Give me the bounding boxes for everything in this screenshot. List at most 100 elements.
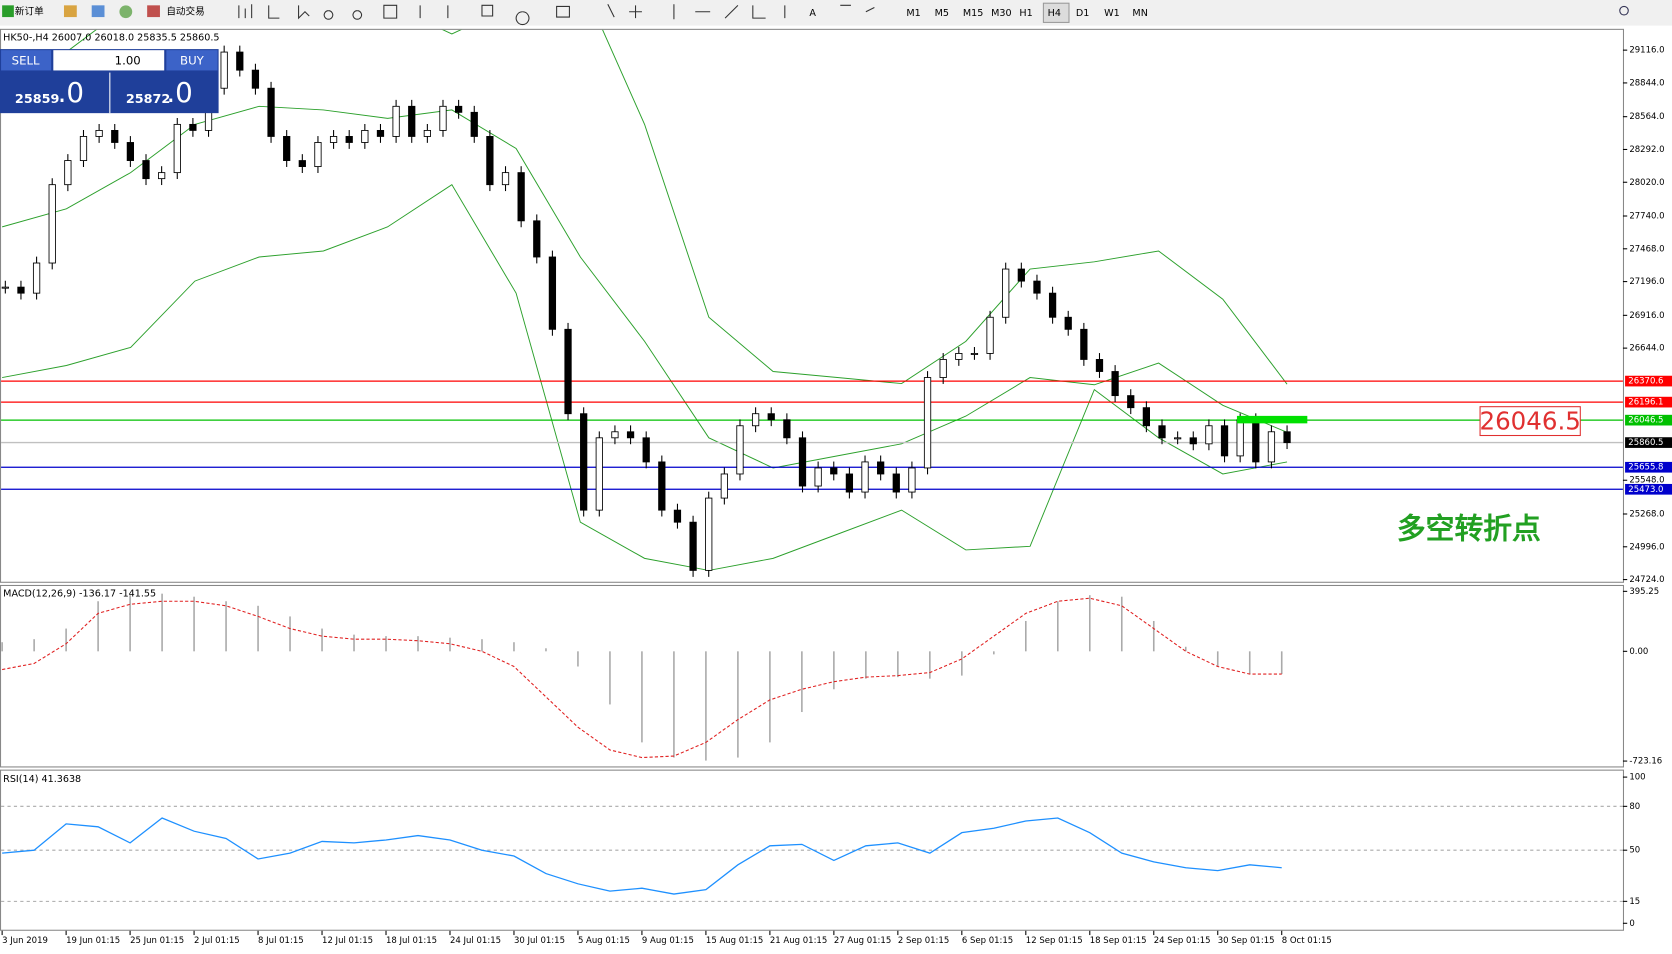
candle [1205,425,1213,445]
signal-marker [1236,415,1308,424]
timeframe[interactable]: H1 [1019,8,1032,19]
timeframe[interactable]: D1 [1076,8,1089,19]
tool-icon[interactable] [91,5,105,18]
ask-fraction[interactable]: .0 [166,76,192,109]
y-tick-label: 24996.0 [1629,542,1664,552]
level-tag [1625,437,1672,448]
sell-label[interactable]: SELL [12,53,40,67]
candle [48,184,56,264]
x-tick-label: 30 Jul 01:15 [514,936,565,946]
candle [189,123,197,131]
candle [345,136,353,143]
new-order[interactable]: 新订单 [15,6,44,18]
level-tag [1625,414,1672,426]
candle [1080,328,1088,360]
timeframe[interactable]: W1 [1104,8,1120,19]
candle [767,413,775,421]
candle [533,220,541,258]
timeframe[interactable]: M1 [906,8,920,19]
x-tick-label: 2 Jul 01:15 [194,936,240,946]
timeframe[interactable]: H4 [1048,8,1061,19]
candle [580,413,588,511]
x-tick-label: 27 Aug 01:15 [834,936,891,946]
price-panel [0,28,1625,583]
candle [517,172,525,222]
y-tick-label: 28564.0 [1629,112,1664,122]
candle [720,473,728,499]
x-tick-label: 6 Sep 01:15 [962,936,1013,946]
candle [376,129,385,137]
x-tick-label: 15 Aug 01:15 [706,936,763,946]
candle [564,328,572,415]
timeframe[interactable]: M5 [935,8,949,19]
lot-value[interactable]: 1.00 [115,53,141,67]
candle [1033,280,1041,294]
level-tag [1625,396,1672,408]
candle [236,51,244,71]
active-timeframe[interactable] [1042,2,1070,23]
buy-button[interactable] [166,50,218,71]
macd-signal [2,597,1282,759]
candle [705,497,713,571]
timeframe[interactable]: M15 [963,8,983,19]
candle [1252,419,1260,463]
x-tick-label: 8 Oct 01:15 [1282,936,1332,946]
sell-button[interactable] [1,50,52,71]
macd-label: MACD(12,26,9) -136.17 -141.55 [3,588,156,599]
candle [939,359,947,378]
level-label: 25860.5 [1628,438,1663,448]
candle [1064,316,1072,330]
timeframe[interactable]: M30 [991,8,1011,19]
y-tick-label: 15 [1629,897,1640,907]
candle [611,431,619,439]
candle [439,105,447,131]
y-tick-label: 26916.0 [1629,311,1664,321]
tool-icon[interactable] [63,5,77,18]
auto-trade-icon[interactable] [147,5,160,18]
bid-price[interactable]: 25859 [15,92,60,107]
candle [814,467,822,487]
y-tick-label: 0 [1629,919,1634,929]
candle [1220,425,1229,457]
level-callout-box [1479,406,1581,437]
x-tick-label: 24 Jul 01:15 [450,936,501,946]
chart-header: HK50-,H4 26007.0 26018.0 25835.5 25860.5 [3,32,219,43]
rsi-label: RSI(14) 41.3638 [3,774,81,785]
tool-icon[interactable] [119,5,133,19]
lot-input[interactable] [53,50,165,71]
candle [283,136,291,161]
search-icon[interactable] [1619,5,1629,16]
x-tick-label: 30 Sep 01:15 [1218,936,1275,946]
candle [548,256,557,330]
bid-fraction[interactable]: .0 [58,76,84,109]
toolbar-icons[interactable] [238,4,875,26]
candle [1017,268,1025,282]
y-tick-label: 27196.0 [1629,277,1664,287]
x-tick-label: 18 Sep 01:15 [1090,936,1147,946]
candle [689,521,697,571]
candle [95,129,103,137]
auto-trade[interactable]: 自动交易 [166,6,204,18]
macd-panel [0,584,1625,768]
candle [798,437,807,487]
y-tick-label: 27468.0 [1629,244,1664,254]
timeframe[interactable]: MN [1132,8,1147,19]
new-order-icon[interactable] [2,5,14,18]
text-tool[interactable]: A [809,8,816,19]
y-tick-label: 25268.0 [1629,509,1664,519]
ask-price[interactable]: 25872 [126,92,171,107]
y-tick-label: 80 [1629,802,1640,812]
bollinger-band [2,183,1288,571]
y-tick-label: 29116.0 [1629,46,1664,56]
level-tag [1625,461,1672,473]
buy-label[interactable]: BUY [180,53,205,67]
level-tag [1625,483,1672,495]
candle [642,437,650,463]
candle [986,316,994,354]
y-tick-label: 27740.0 [1629,212,1664,222]
candle [1048,292,1057,318]
level-tag [1625,375,1672,387]
y-tick-label: 28020.0 [1629,178,1664,188]
